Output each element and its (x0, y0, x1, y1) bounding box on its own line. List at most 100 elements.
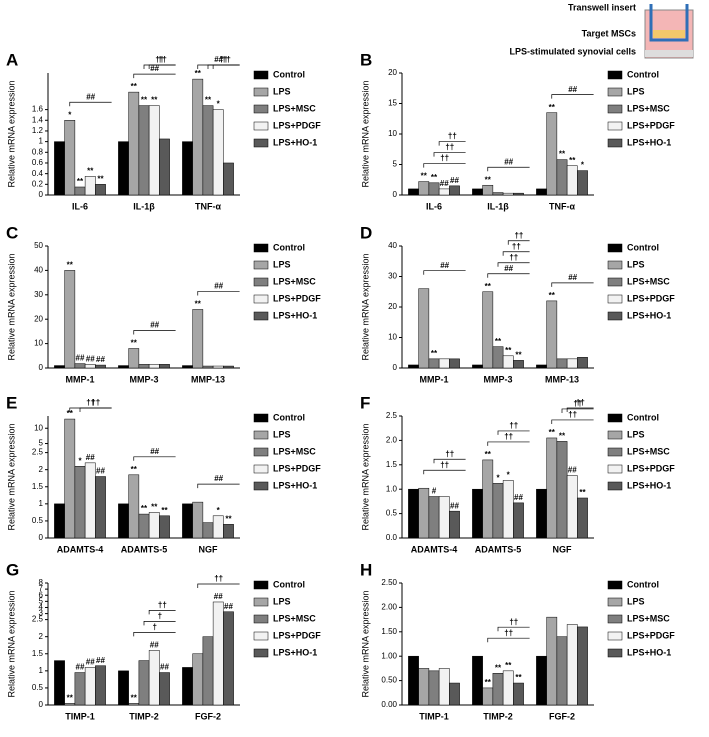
legend-swatch (607, 580, 623, 590)
bracket (487, 166, 530, 172)
y-tick-label: 7 (39, 584, 44, 593)
significance-label: ** (195, 69, 202, 78)
bar (159, 672, 170, 706)
y-tick-label: 2.50 (381, 578, 397, 587)
bracket (551, 282, 594, 287)
bar (84, 462, 96, 539)
bracket-label: †† (509, 617, 518, 626)
significance-label: ** (505, 661, 512, 670)
y-tick-label: 1.00 (381, 651, 397, 660)
bar (418, 668, 430, 706)
bar (492, 673, 504, 706)
legend-swatch (607, 648, 623, 658)
bar (192, 501, 204, 539)
legend-swatch (607, 597, 623, 607)
bracket-label: ## (568, 85, 577, 94)
bracket (69, 101, 112, 107)
bar (577, 357, 588, 369)
bar (408, 655, 419, 706)
y-tick-label: 5 (39, 439, 44, 448)
significance-label: ** (549, 103, 556, 112)
y-tick-label: 2.00 (381, 603, 397, 612)
y-tick-label: 0.00 (381, 700, 397, 709)
bracket (197, 291, 240, 296)
x-tick-label: FGF-2 (549, 711, 575, 721)
legend-label: Control (273, 242, 305, 252)
significance-label: * (581, 161, 585, 170)
bar (202, 105, 214, 196)
legend-label: LPS+PDGF (627, 293, 675, 303)
bracket-label: †† (573, 399, 582, 408)
legend-swatch (607, 243, 623, 253)
significance-label: ** (195, 300, 202, 309)
legend-label: LPS (627, 259, 645, 269)
legend-label: LPS (273, 86, 291, 96)
significance-label: ** (485, 282, 492, 291)
significance-label: ** (131, 465, 138, 474)
bar (428, 670, 440, 706)
panel: D Relative mRNA expression 0 10 20 30 40 MMP-1 *… (360, 223, 675, 384)
bar (212, 515, 224, 539)
bar (418, 487, 430, 539)
y-axis-label: Relative mRNA expression (6, 80, 16, 187)
bracket (502, 251, 530, 256)
significance-label: ** (569, 156, 576, 165)
legend-swatch (607, 481, 623, 491)
bar (438, 188, 450, 196)
bracket-label: ## (504, 157, 513, 166)
bar (192, 653, 204, 706)
bracket (423, 163, 466, 168)
bar (223, 365, 234, 369)
y-tick-label: 10 (34, 423, 43, 432)
bracket (133, 330, 176, 335)
bracket (143, 620, 176, 626)
panel: E Relative mRNA expression 0 0.5 1 1.5 2 2.55 10… (6, 393, 321, 554)
bar (148, 650, 160, 706)
bar (159, 515, 170, 539)
bracket-label: †† (512, 242, 521, 251)
y-tick-label: 0 (39, 533, 44, 542)
x-tick-label: TIMP-1 (65, 711, 95, 721)
bar (223, 524, 234, 539)
bar (64, 703, 76, 706)
inset-diagram: Transwell insert Target MSCs LPS-stimula… (509, 2, 694, 59)
significance-label: * (496, 473, 500, 482)
y-axis-label: Relative mRNA expression (360, 253, 370, 360)
legend-label: LPS+HO-1 (627, 137, 671, 147)
y-tick-label: 0.5 (32, 516, 44, 525)
legend-swatch (253, 430, 269, 440)
x-tick-label: TNF-α (549, 201, 575, 211)
significance-label: * (217, 506, 221, 515)
legend-swatch (607, 614, 623, 624)
y-tick-label: 1.6 (32, 105, 44, 114)
significance-label: ** (485, 678, 492, 687)
significance-label: ** (141, 504, 148, 513)
bar (128, 474, 140, 539)
inset-label: Transwell insert (568, 2, 636, 12)
y-tick-label: 1.2 (32, 126, 44, 135)
bar (212, 365, 224, 369)
y-axis-label: Relative mRNA expression (6, 253, 16, 360)
legend-label: LPS+HO-1 (273, 310, 317, 320)
bar (192, 309, 204, 369)
significance-label: ** (515, 350, 522, 359)
x-tick-label: TIMP-1 (419, 711, 449, 721)
bar (449, 358, 460, 369)
significance-label: ** (131, 339, 138, 348)
bracket (487, 273, 530, 278)
bar (438, 496, 450, 539)
bracket-label: †† (222, 55, 231, 64)
bar (54, 141, 65, 196)
panel-letter: D (360, 223, 372, 242)
significance-label: ** (495, 337, 502, 346)
significance-label: ** (421, 172, 428, 181)
bar (95, 364, 106, 369)
bar (74, 466, 86, 539)
bar (566, 624, 578, 706)
y-tick-label: 0 (393, 190, 398, 199)
significance-label: ** (67, 693, 74, 702)
bar (54, 660, 65, 706)
legend-label: LPS (627, 429, 645, 439)
significance-label: ** (515, 673, 522, 682)
